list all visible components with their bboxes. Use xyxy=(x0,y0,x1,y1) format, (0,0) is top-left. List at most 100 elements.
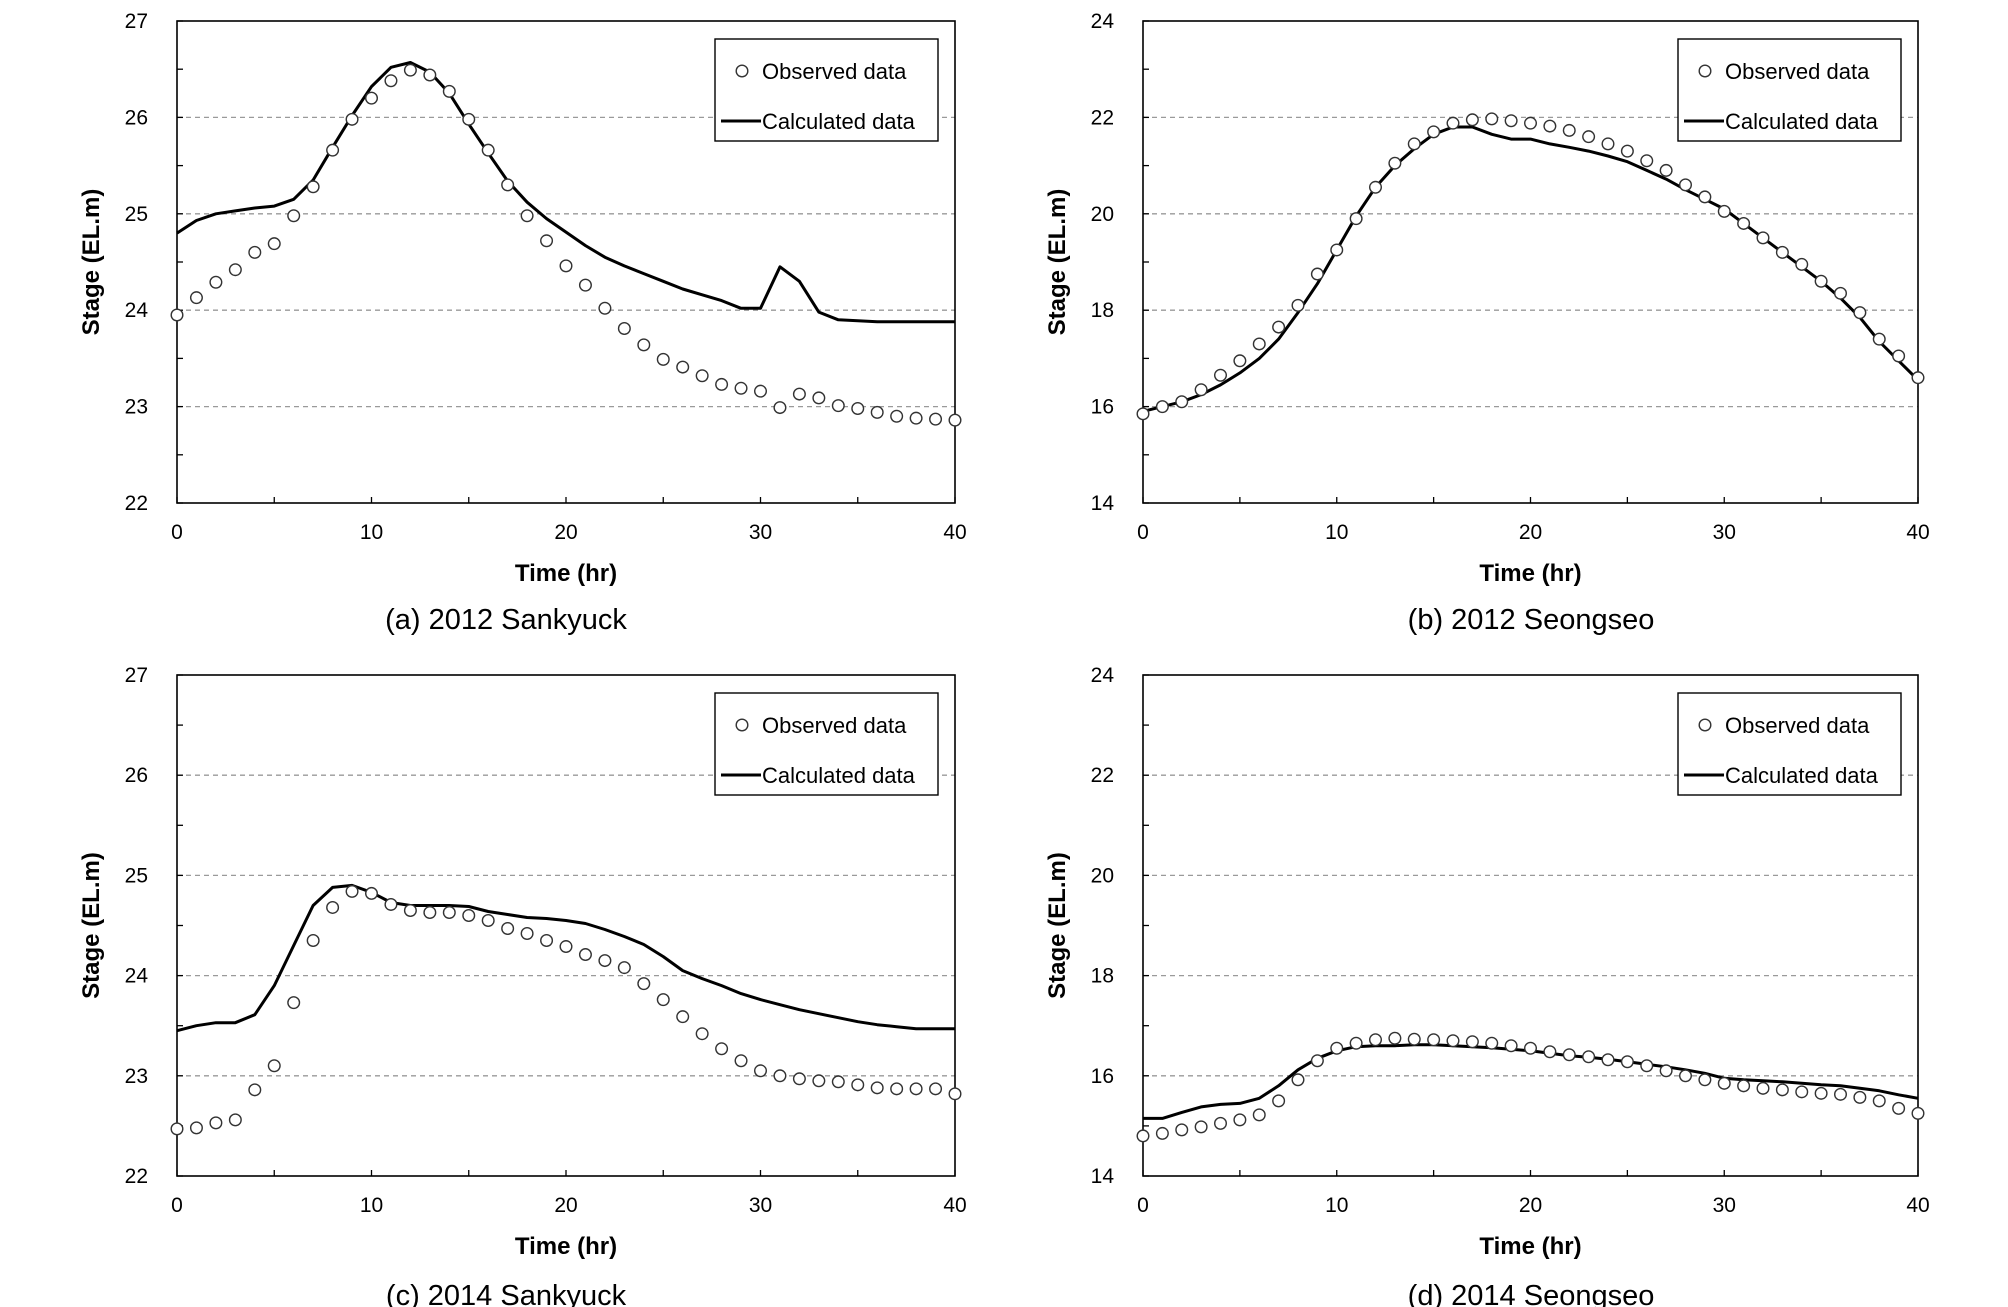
observed-data-point xyxy=(1330,243,1344,257)
observed-data-point xyxy=(1911,371,1925,385)
observed-data-point xyxy=(1291,1073,1305,1087)
observed-data-point xyxy=(1368,1033,1382,1047)
panel-caption: (c) 2014 Sankyuck xyxy=(386,1280,627,1307)
observed-data-point xyxy=(1310,1054,1324,1068)
observed-data-point xyxy=(1155,400,1169,414)
observed-data-point xyxy=(948,1087,962,1101)
observed-data-point xyxy=(1911,1106,1925,1120)
observed-data-point xyxy=(1853,1090,1867,1104)
y-tick-label: 22 xyxy=(1091,764,1114,787)
observed-data-point xyxy=(754,1064,768,1078)
observed-data-point xyxy=(909,411,923,425)
x-tick-label: 20 xyxy=(1519,521,1542,544)
observed-data-point xyxy=(578,948,592,962)
x-tick-label: 40 xyxy=(943,1194,966,1217)
observed-data-point xyxy=(1136,407,1150,421)
observed-data-point xyxy=(1446,1034,1460,1048)
observed-data-point xyxy=(345,112,359,126)
observed-data-point xyxy=(851,402,865,416)
x-tick-label: 40 xyxy=(1906,521,1929,544)
x-tick-label: 10 xyxy=(360,1194,383,1217)
x-tick-label: 30 xyxy=(1713,521,1736,544)
y-tick-label: 16 xyxy=(1091,1065,1114,1088)
observed-data-point xyxy=(1310,267,1324,281)
observed-data-point xyxy=(559,259,573,273)
observed-data-point xyxy=(1892,349,1906,363)
observed-data-point xyxy=(442,905,456,919)
observed-data-point xyxy=(656,993,670,1007)
y-tick-label: 25 xyxy=(125,203,148,226)
observed-data-point xyxy=(326,900,340,914)
observed-data-point xyxy=(1737,216,1751,230)
observed-data-point xyxy=(1233,1113,1247,1127)
observed-data-point xyxy=(481,913,495,927)
observed-data-point xyxy=(1368,180,1382,194)
observed-data-point xyxy=(1582,1050,1596,1064)
observed-data-point xyxy=(345,884,359,898)
x-tick-label: 20 xyxy=(554,521,577,544)
observed-data-point xyxy=(1717,204,1731,218)
observed-data-point xyxy=(248,245,262,259)
legend-calculated-label: Calculated data xyxy=(1725,763,1879,788)
observed-data-point xyxy=(1659,1064,1673,1078)
observed-data-point xyxy=(1427,125,1441,139)
y-tick-label: 14 xyxy=(1091,492,1115,515)
y-tick-label: 26 xyxy=(125,764,148,787)
observed-data-point xyxy=(1252,337,1266,351)
observed-data-point xyxy=(1523,1041,1537,1055)
calculated-data-line xyxy=(1142,125,1920,413)
observed-data-point xyxy=(1872,332,1886,346)
observed-data-point xyxy=(1252,1108,1266,1122)
panel-c: 22 23 24 25 26 27 0 10 20 30 40 Time (hr) Stage (EL.… xyxy=(78,664,967,1307)
legend-observed-marker xyxy=(735,64,749,78)
observed-data-point xyxy=(734,381,748,395)
observed-data-point xyxy=(734,1054,748,1068)
x-tick-label: 30 xyxy=(749,521,772,544)
observed-data-point xyxy=(1678,1069,1692,1083)
legend-observed-marker xyxy=(735,718,749,732)
observed-data-point xyxy=(909,1082,923,1096)
observed-data-point xyxy=(695,369,709,383)
observed-data-point xyxy=(598,301,612,315)
y-tick-label: 14 xyxy=(1091,1165,1115,1188)
observed-data-point xyxy=(1620,144,1634,158)
x-tick-label: 0 xyxy=(1137,521,1149,544)
legend-calculated-label: Calculated data xyxy=(1725,109,1879,134)
x-axis-title: Time (hr) xyxy=(515,1233,617,1260)
observed-data-point xyxy=(520,927,534,941)
observed-data-point xyxy=(831,399,845,413)
x-tick-label: 10 xyxy=(1325,1194,1348,1217)
x-tick-label: 30 xyxy=(1713,1194,1736,1217)
legend-box xyxy=(1677,38,1902,142)
legend-box xyxy=(714,692,939,796)
observed-data-point xyxy=(501,178,515,192)
observed-data-point xyxy=(792,1072,806,1086)
x-tick-label: 20 xyxy=(554,1194,577,1217)
y-tick-label: 22 xyxy=(1091,106,1114,129)
observed-data-point xyxy=(442,84,456,98)
observed-data-point xyxy=(1485,1036,1499,1050)
observed-data-point xyxy=(890,1082,904,1096)
observed-data-point xyxy=(851,1078,865,1092)
observed-data-point xyxy=(617,322,631,336)
observed-data-point xyxy=(1543,1045,1557,1059)
observed-data-point xyxy=(637,977,651,991)
panel-caption: (a) 2012 Sankyuck xyxy=(385,604,627,636)
observed-data-point xyxy=(948,413,962,427)
y-tick-label: 18 xyxy=(1091,299,1114,322)
observed-data-point xyxy=(1136,1129,1150,1143)
y-axis-title: Stage (EL.m) xyxy=(1044,852,1071,999)
observed-data-point xyxy=(1737,1079,1751,1093)
observed-data-point xyxy=(1272,320,1286,334)
observed-data-point xyxy=(1775,245,1789,259)
observed-data-point xyxy=(1213,1116,1227,1130)
y-tick-label: 27 xyxy=(125,664,148,687)
observed-data-point xyxy=(403,903,417,917)
y-tick-label: 25 xyxy=(125,864,148,887)
observed-data-point xyxy=(462,112,476,126)
observed-data-point xyxy=(1213,368,1227,382)
observed-data-point xyxy=(267,237,281,251)
observed-data-point xyxy=(870,405,884,419)
observed-data-point xyxy=(1640,1059,1654,1073)
observed-data-point xyxy=(1291,298,1305,312)
